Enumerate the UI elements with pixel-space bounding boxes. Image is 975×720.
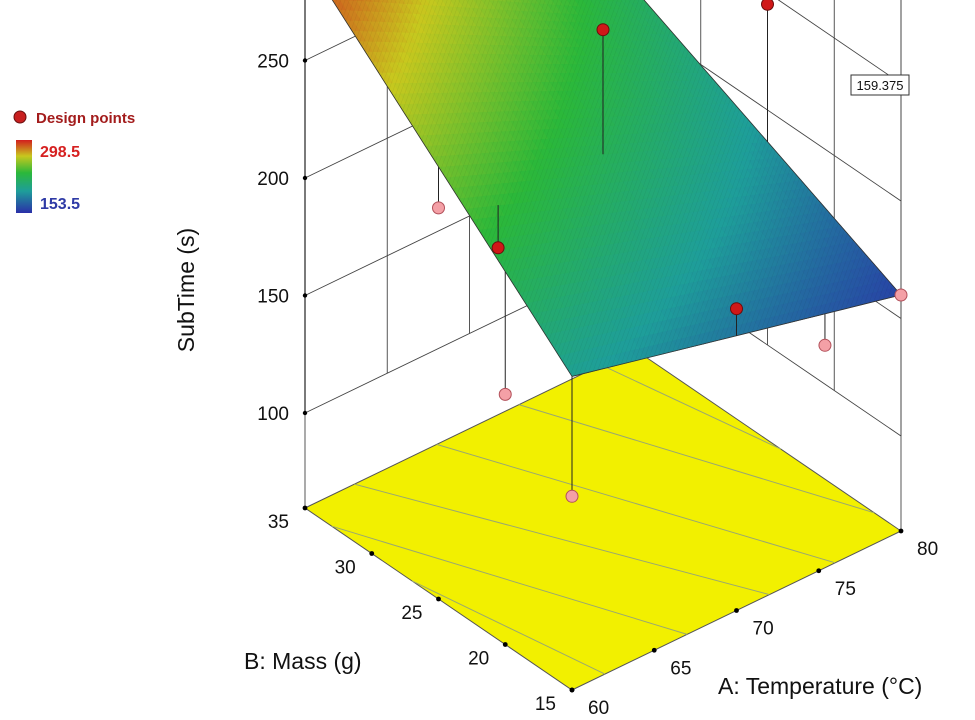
axis-ticks: 10015020025030035015202530356065707580 xyxy=(257,52,938,720)
y-tick-mark xyxy=(369,551,375,556)
floor-contour-line xyxy=(600,364,782,450)
z-tick-mark xyxy=(302,58,308,63)
z-tick-label: 200 xyxy=(257,169,289,190)
legend: Design points 298.5 153.5 xyxy=(13,110,135,213)
x-tick-mark xyxy=(569,687,575,693)
y-tick-label: 35 xyxy=(268,512,289,533)
z-tick-label: 150 xyxy=(257,287,289,308)
z-tick-mark xyxy=(302,410,308,416)
surface-outline xyxy=(331,0,902,377)
x-tick-label: 75 xyxy=(835,579,856,600)
floor-contour-line xyxy=(354,483,770,596)
legend-min-label: 153.5 xyxy=(40,196,80,213)
floor-contour-line xyxy=(436,443,836,564)
x-tick-mark xyxy=(816,568,822,574)
design-point xyxy=(491,241,505,255)
legend-title: Design points xyxy=(36,110,135,127)
z-tick-mark xyxy=(302,175,308,181)
design-point xyxy=(818,338,832,352)
z-tick-mark xyxy=(302,293,308,298)
design-point xyxy=(498,387,512,401)
x-tick-label: 65 xyxy=(670,658,691,679)
callout-box xyxy=(850,74,910,96)
z-tick-label: 100 xyxy=(257,404,289,425)
floor-contour-line xyxy=(518,404,875,514)
x-tick-mark xyxy=(651,647,657,653)
floor-plane xyxy=(304,348,902,691)
callout-text: 159.375 xyxy=(857,78,904,93)
z-tick-label: 250 xyxy=(257,52,289,73)
floor-contour-line xyxy=(331,525,688,635)
x-tick-mark xyxy=(734,608,739,613)
legend-max-label: 298.5 xyxy=(40,144,80,161)
design-point xyxy=(894,288,908,302)
design-points-above xyxy=(491,0,908,336)
floor-contour-line xyxy=(411,580,606,675)
design-point xyxy=(596,23,610,37)
y-tick-label: 30 xyxy=(335,558,356,579)
design-point xyxy=(565,489,579,503)
value-callout: 159.375 xyxy=(850,74,910,96)
design-point xyxy=(432,201,445,215)
y-tick-mark xyxy=(502,642,508,647)
legend-color-bar xyxy=(16,140,32,213)
y-tick-mark xyxy=(436,596,441,602)
z-axis-title: SubTime (s) xyxy=(173,228,199,352)
x-tick-label: 80 xyxy=(917,539,938,560)
y-axis-title: B: Mass (g) xyxy=(244,648,362,674)
x-tick-label: 70 xyxy=(753,619,774,640)
x-tick-label: 60 xyxy=(588,698,609,719)
design-point xyxy=(730,302,743,316)
y-tick-mark xyxy=(302,505,308,511)
response-surface xyxy=(331,0,902,377)
design-point xyxy=(761,0,774,11)
floor-contour-plane xyxy=(304,348,902,691)
x-tick-mark xyxy=(898,528,904,534)
y-tick-label: 15 xyxy=(535,694,556,715)
y-tick-label: 25 xyxy=(401,603,422,624)
x-axis-title: A: Temperature (°C) xyxy=(718,673,922,699)
legend-design-point-marker xyxy=(13,110,27,124)
y-tick-label: 20 xyxy=(468,649,489,670)
